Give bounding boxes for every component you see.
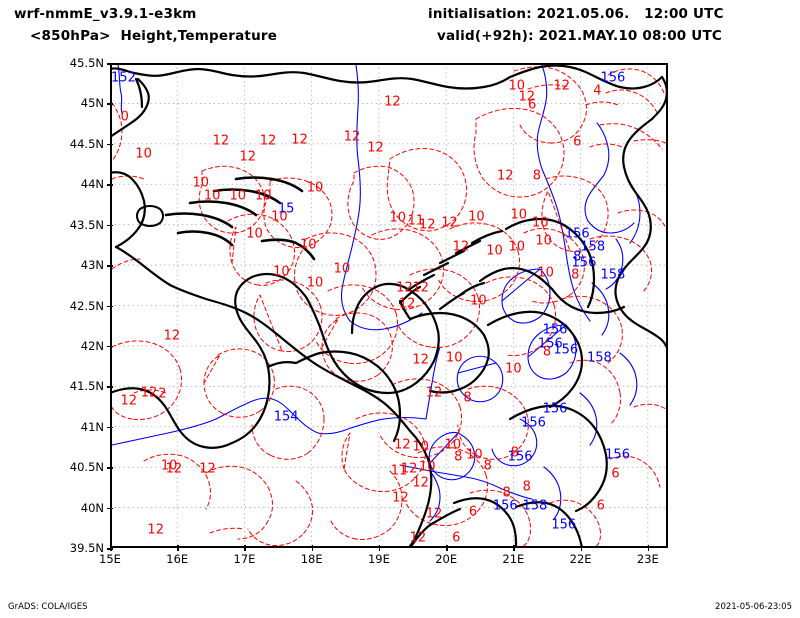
gridlines [110,63,668,548]
render-timestamp: 2021-05-06-23:05 [715,602,792,612]
x-axis-tick-label: 22E [569,552,592,566]
x-axis-tick-label: 21E [502,552,525,566]
model-title: wrf-nmmE_v3.9.1-e3km [14,6,197,22]
y-axis-tick-mark [107,224,113,227]
grads-credit: GrADS: COLA/IGES [8,602,88,612]
y-axis-tick-mark [107,345,113,348]
x-axis-tick-mark [311,545,314,551]
y-axis-tick-label: 39.5N [69,541,104,555]
x-axis-tick-label: 17E [233,552,256,566]
x-axis-tick-mark [244,545,246,551]
y-axis-tick-label: 45N [80,96,104,111]
x-axis-tick-mark [378,545,381,551]
x-axis-tick-mark [446,545,448,551]
temperature-contour-lines [110,66,668,548]
y-axis-tick-mark [107,63,113,65]
y-axis-tick-label: 42N [80,338,104,353]
initialisation-label: initialisation: 2021.05.06. 12:00 UTC [428,6,724,22]
x-axis-tick-mark [513,545,515,551]
height-contour-lines [111,64,641,522]
y-axis-tick-label: 43N [80,258,104,273]
y-axis-tick-label: 44N [80,177,104,192]
x-axis-tick-label: 16E [166,552,189,566]
x-axis-tick-label: 18E [300,552,323,566]
x-axis-tick-label: 19E [367,552,390,566]
y-axis-tick-mark [107,467,113,469]
y-axis-tick-label: 41N [80,419,104,434]
valid-time-label: valid(+92h): 2021.MAY.10 08:00 UTC [437,28,722,44]
y-axis-tick-mark [107,143,113,146]
x-axis-tick-mark [177,545,179,551]
x-axis-tick-mark [110,545,112,551]
y-axis-tick-mark [107,386,113,388]
y-axis-tick-label: 40N [80,500,104,515]
y-axis-tick-label: 44.5N [69,136,104,151]
map-canvas [110,63,668,548]
y-axis-tick-mark [107,103,113,105]
x-axis-tick-label: 20E [435,552,458,566]
map-plot-area [110,63,668,548]
y-axis-tick-mark [107,507,113,510]
y-axis-tick-mark [107,305,113,307]
x-axis-tick-label: 23E [636,552,659,566]
x-axis-tick-label: 15E [99,552,121,566]
y-axis-tick-label: 43.5N [69,217,104,232]
y-axis-tick-mark [107,426,113,429]
y-axis-tick-label: 40.5N [69,460,104,475]
y-axis-tick-mark [107,184,113,186]
x-axis-tick-mark [647,545,650,551]
y-axis-tick-mark [107,265,113,267]
y-axis-tick-label: 41.5N [69,379,104,394]
y-axis-tick-label: 42.5N [69,298,104,313]
level-title: <850hPa> Height,Temperature [30,28,278,44]
coastline-and-borders [110,64,668,548]
y-axis-tick-label: 45.5N [69,56,104,70]
x-axis-tick-mark [580,545,583,551]
